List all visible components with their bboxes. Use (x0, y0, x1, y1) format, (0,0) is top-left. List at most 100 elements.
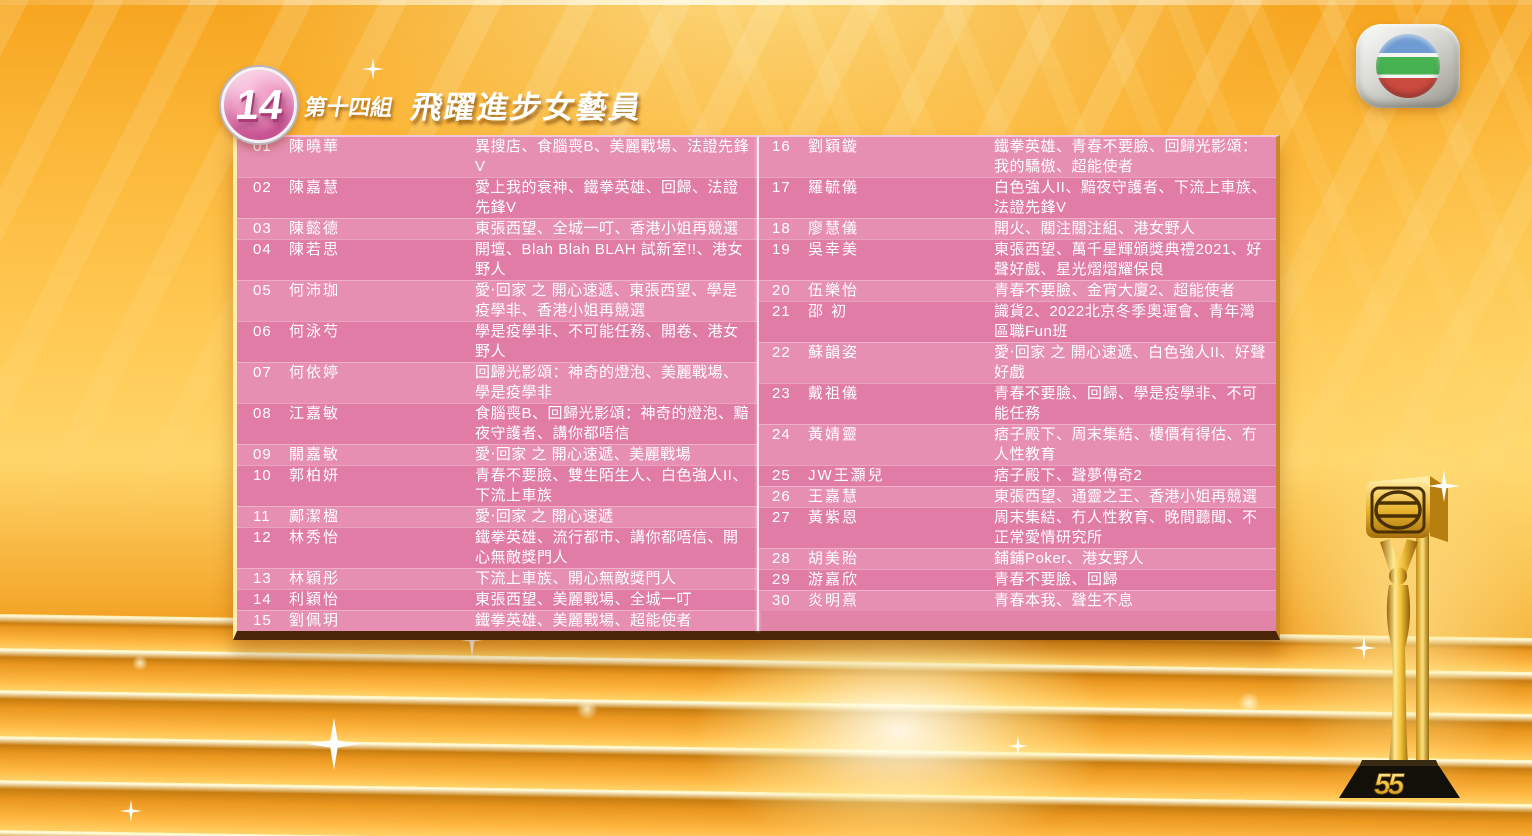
artiste-shows: 開壇、Blah Blah BLAH 試新室!!、港女野人 (475, 241, 744, 278)
artiste-row: 27 黃紫恩 周末集結、冇人性教育、晚間聽聞、不正常愛情研究所 (758, 507, 1276, 548)
artiste-name: 陳曉華 (289, 138, 341, 155)
artiste-number: 02 (253, 179, 272, 196)
column-divider (757, 137, 759, 631)
artiste-shows: 下流上車族、開心無敵獎門人 (475, 570, 677, 587)
artiste-shows: 痞子殿下、周末集結、樓價有得估、冇人性教育 (993, 426, 1258, 463)
artiste-number: 25 (771, 467, 791, 484)
group-number-badge: 14 (221, 67, 297, 143)
top-light-strip (0, 0, 1532, 5)
artiste-name: 鄺潔楹 (289, 508, 341, 525)
group-number: 14 (232, 81, 286, 128)
artiste-name: 陳懿德 (289, 220, 341, 237)
artiste-number: 11 (253, 508, 271, 525)
artiste-row: 07 何依婷 回歸光影頌：神奇的燈泡、美麗戰場、學是疫學非 (237, 362, 757, 403)
artiste-name: 黃婧靈 (807, 426, 859, 443)
stage-floor (0, 613, 1532, 836)
group-label: 第十四組 (302, 95, 395, 120)
artiste-name: JW王灝兒 (807, 467, 885, 484)
artiste-name: 胡美貽 (807, 550, 859, 567)
artiste-number: 21 (771, 303, 791, 320)
artiste-name: 黃紫恩 (807, 509, 859, 526)
artiste-shows: 異搜店、食腦喪B、美麗戰場、法證先鋒V (475, 138, 750, 175)
artiste-shows: 東張西望、全城一叮、香港小姐再競選 (475, 220, 739, 237)
artiste-name: 何泳芍 (289, 323, 341, 340)
artiste-name: 陳嘉慧 (289, 179, 341, 196)
artiste-row: 06 何泳芍 學是疫學非、不可能任務、開卷、港女野人 (237, 321, 757, 362)
artiste-row: 21 邵 初 識貨2、2022北京冬季奧運會、青年灣區職Fun班 (758, 301, 1276, 342)
trophy-base: 55 (1339, 760, 1460, 800)
artiste-name: 伍樂怡 (807, 282, 859, 299)
artiste-number: 29 (771, 571, 791, 588)
artiste-number: 17 (771, 179, 791, 196)
bokeh-dot (132, 655, 148, 671)
trophy-55-label: 55 (1374, 768, 1406, 800)
artiste-number: 19 (771, 241, 791, 258)
artiste-row: 22 蘇韻姿 愛‧回家 之 開心速遞、白色強人II、好聲好戲 (758, 342, 1276, 383)
artiste-shows: 愛上我的衰神、鐵拳英雄、回歸、法證先鋒V (475, 179, 739, 216)
artiste-shows: 青春本我、聲生不息 (993, 592, 1134, 609)
artiste-number: 24 (771, 426, 791, 443)
artiste-number: 13 (253, 570, 272, 587)
artiste-row: 04 陳若思 開壇、Blah Blah BLAH 試新室!!、港女野人 (237, 239, 757, 280)
sparkle-icon (362, 58, 384, 80)
artiste-number: 12 (253, 529, 272, 546)
artiste-name: 炎明熹 (807, 592, 859, 609)
artiste-name: 戴祖儀 (807, 385, 859, 402)
artiste-shows: 周末集結、冇人性教育、晚間聽聞、不正常愛情研究所 (993, 509, 1258, 546)
artiste-name: 羅毓儀 (807, 179, 859, 196)
page-title: 飛躍進步女藝員 (408, 90, 646, 125)
artiste-row: 05 何沛珈 愛‧回家 之 開心速遞、東張西望、學是疫學非、香港小姐再競選 (237, 280, 757, 321)
artiste-row: 01 陳曉華 異搜店、食腦喪B、美麗戰場、法證先鋒V (237, 137, 757, 177)
trophy-icon: 55 (1339, 476, 1460, 800)
artiste-number: 23 (771, 385, 791, 402)
artiste-row: 26 王嘉慧 東張西望、通靈之王、香港小姐再競選 (758, 486, 1276, 507)
artiste-name: 游嘉欣 (807, 571, 859, 588)
table-column-right: 16 劉穎鏇 鐵拳英雄、青春不要臉、回歸光影頌：我的驕傲、超能使者 17 羅毓儀… (758, 137, 1276, 631)
artiste-shows: 食腦喪B、回歸光影頌：神奇的燈泡、黯夜守護者、講你都唔信 (475, 405, 750, 442)
tvb-logo-icon (1356, 24, 1460, 108)
artiste-row: 13 林穎彤 下流上車族、開心無敵獎門人 (237, 568, 757, 589)
artiste-name: 陳若思 (289, 241, 341, 258)
artiste-row: 09 關嘉敏 愛‧回家 之 開心速遞、美麗戰場 (237, 444, 757, 465)
artiste-number: 14 (253, 591, 272, 608)
artiste-number: 30 (771, 592, 791, 609)
artiste-row: 23 戴祖儀 青春不要臉、回歸、學是疫學非、不可能任務 (758, 383, 1276, 424)
artiste-number: 03 (253, 220, 272, 237)
artiste-shows: 學是疫學非、不可能任務、開卷、港女野人 (475, 323, 739, 360)
artiste-shows: 識貨2、2022北京冬季奧運會、青年灣區職Fun班 (993, 303, 1256, 340)
artiste-shows: 開火、關注關注組、港女野人 (993, 220, 1196, 237)
artiste-name: 廖慧儀 (807, 220, 859, 237)
artiste-number: 08 (253, 405, 272, 422)
table-column-left: 01 陳曉華 異搜店、食腦喪B、美麗戰場、法證先鋒V 02 陳嘉慧 愛上我的衰神… (237, 137, 757, 631)
artiste-table: 01 陳曉華 異搜店、食腦喪B、美麗戰場、法證先鋒V 02 陳嘉慧 愛上我的衰神… (233, 135, 1280, 640)
artiste-number: 20 (771, 282, 791, 299)
artiste-shows: 東張西望、通靈之王、香港小姐再競選 (993, 488, 1258, 505)
artiste-row: 29 游嘉欣 青春不要臉、回歸 (758, 569, 1276, 590)
artiste-number: 05 (253, 282, 272, 299)
bokeh-dot (576, 698, 598, 720)
artiste-row: 25 JW王灝兒 痞子殿下、聲夢傳奇2 (758, 465, 1276, 486)
artiste-shows: 青春不要臉、回歸、學是疫學非、不可能任務 (993, 385, 1258, 422)
artiste-shows: 鐵拳英雄、美麗戰場、超能使者 (475, 612, 693, 629)
artiste-row: 14 利穎怡 東張西望、美麗戰場、全城一叮 (237, 589, 757, 610)
artiste-row: 11 鄺潔楹 愛‧回家 之 開心速遞 (237, 506, 757, 527)
artiste-shows: 青春不要臉、金宵大廈2、超能使者 (993, 282, 1236, 299)
artiste-name: 劉穎鏇 (807, 138, 859, 155)
artiste-number: 16 (771, 138, 791, 155)
artiste-number: 28 (771, 550, 791, 567)
artiste-shows: 鋪鋪Poker、港女野人 (993, 550, 1145, 567)
artiste-row: 30 炎明熹 青春本我、聲生不息 (758, 590, 1276, 611)
artiste-name: 林秀怡 (289, 529, 341, 546)
artiste-name: 劉佩玥 (289, 612, 341, 629)
artiste-shows: 白色強人II、黯夜守護者、下流上車族、法證先鋒V (993, 179, 1267, 216)
artiste-name: 郭柏妍 (289, 467, 341, 484)
trophy-pillar (1416, 532, 1429, 762)
artiste-name: 何依婷 (289, 364, 341, 381)
artiste-name: 王嘉慧 (807, 488, 859, 505)
artiste-row: 16 劉穎鏇 鐵拳英雄、青春不要臉、回歸光影頌：我的驕傲、超能使者 (758, 137, 1276, 177)
artiste-row: 12 林秀怡 鐵拳英雄、流行都市、講你都唔信、開心無敵獎門人 (237, 527, 757, 568)
artiste-name: 蘇韻姿 (807, 344, 859, 361)
artiste-number: 10 (253, 467, 272, 484)
artiste-shows: 東張西望、美麗戰場、全城一叮 (475, 591, 693, 608)
